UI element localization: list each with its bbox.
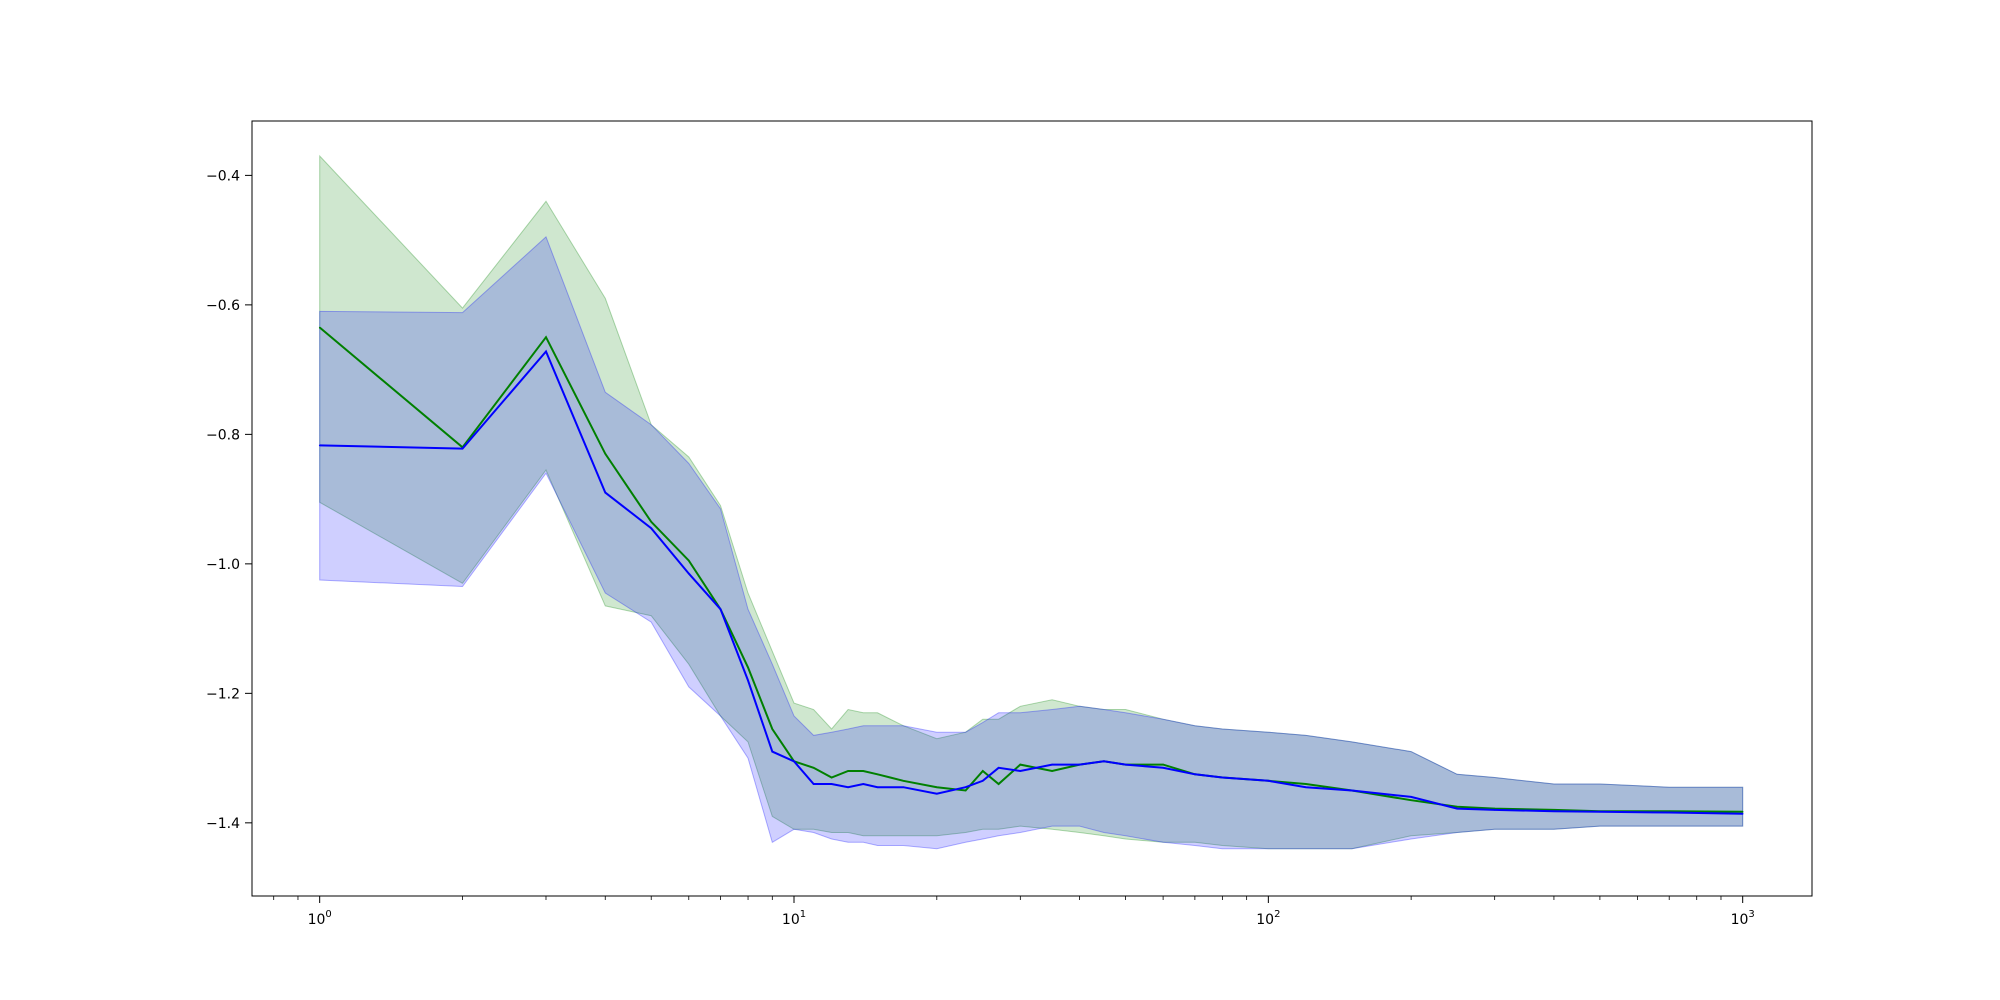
data-point-series-2 [1162,767,1164,769]
y-tick-label: −0.8 [206,427,240,443]
data-point-series-1 [902,780,905,782]
y-tick-label: −1.4 [206,816,240,832]
data-point-series-2 [1221,776,1224,779]
confidence-bands [319,154,1744,850]
band-series-2 [319,236,1744,850]
data-point-series-2 [862,783,865,785]
plot-frame [251,120,1813,897]
data-point-series-2 [1051,763,1053,766]
data-point-series-2 [1456,807,1458,810]
data-point-series-2 [1410,796,1412,798]
data-point-series-2 [545,350,547,353]
data-point-series-1 [936,786,938,788]
data-point-series-2 [982,780,984,782]
data-point-series-1 [1456,805,1458,808]
data-point-series-1 [1305,783,1307,785]
data-point-series-2 [719,608,722,610]
data-point-series-1 [1019,763,1022,766]
data-point-series-1 [876,773,879,776]
data-point-series-2 [812,783,815,785]
data-point-series-2 [1305,786,1307,788]
data-point-series-1 [1741,811,1744,813]
data-point-series-2 [830,783,833,785]
data-point-series-2 [1019,770,1022,772]
line-series-2 [319,349,1743,815]
data-point-series-1 [830,776,833,779]
data-point-series-2 [688,572,690,575]
data-point-series-2 [318,444,321,447]
data-point-series-1 [997,783,1000,785]
data-point-series-2 [1194,773,1196,776]
data-point-series-1 [747,666,749,669]
series-lines [318,326,1744,815]
data-point-series-2 [793,760,795,763]
data-point-series-2 [876,786,879,788]
data-point-series-2 [604,491,607,494]
data-point-series-2 [461,447,464,450]
x-tick-label: 100 [308,909,332,928]
x-tick-label: 102 [1256,909,1280,928]
data-point-series-2 [936,792,938,795]
y-tick-label: −0.6 [206,298,240,314]
x-axis: 100 101 102 103 [273,896,1755,928]
data-point-series-1 [982,770,984,772]
data-point-series-2 [997,767,1000,769]
data-point-series-2 [1599,811,1601,813]
y-tick-label: −0.4 [206,168,240,184]
data-point-series-2 [1553,810,1555,812]
x-tick-label: 103 [1731,909,1755,928]
data-point-series-1 [1162,763,1164,766]
y-axis: −0.4 −0.6 −0.8 −1.0 −1.2 −1.4 [206,168,252,832]
data-point-series-2 [650,527,652,529]
data-point-series-2 [1493,809,1496,811]
data-point-series-1 [604,453,607,455]
x-tick-label: 101 [782,909,806,928]
data-point-series-1 [1410,799,1412,801]
data-point-series-2 [1103,760,1105,763]
data-point-series-1 [688,559,690,562]
data-point-series-1 [1051,770,1053,772]
data-point-series-2 [1351,789,1353,792]
data-point-series-1 [318,326,321,329]
y-tick-label: −1.2 [206,686,240,702]
data-point-series-2 [1124,763,1127,766]
data-point-series-2 [747,679,749,682]
data-point-series-2 [1668,811,1670,814]
data-point-series-1 [812,767,815,769]
data-point-series-2 [1078,763,1081,766]
data-point-series-2 [771,750,774,753]
data-point-series-1 [545,336,547,339]
data-point-series-2 [1267,780,1270,782]
data-point-series-2 [902,786,905,788]
data-point-series-1 [650,521,652,523]
data-point-series-2 [847,786,849,788]
data-point-series-1 [862,770,865,772]
band-series-1 [319,154,1744,850]
data-point-series-1 [771,728,774,730]
data-point-series-1 [847,770,849,772]
data-point-series-1 [964,789,967,792]
data-point-series-2 [964,786,967,788]
y-tick-label: −1.0 [206,557,240,573]
data-point-series-2 [1741,813,1744,815]
